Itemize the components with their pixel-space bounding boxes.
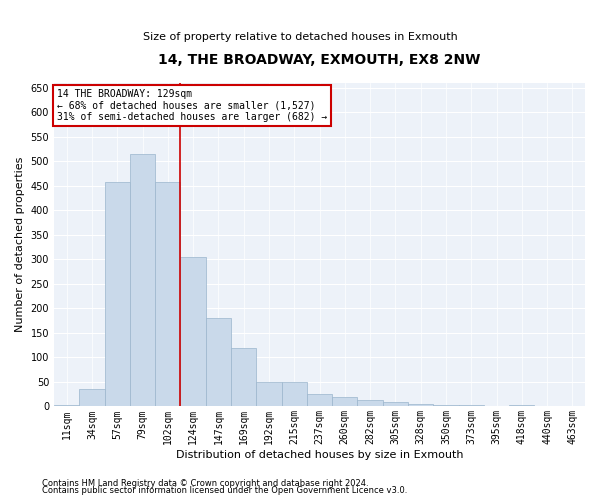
Title: 14, THE BROADWAY, EXMOUTH, EX8 2NW: 14, THE BROADWAY, EXMOUTH, EX8 2NW (158, 52, 481, 66)
Y-axis label: Number of detached properties: Number of detached properties (15, 157, 25, 332)
Bar (54, 405, 79, 406)
Bar (104, 182, 130, 406)
Bar (181, 257, 206, 406)
Bar (130, 154, 155, 406)
Bar (281, 382, 307, 406)
Bar (332, 396, 358, 406)
Text: Contains HM Land Registry data © Crown copyright and database right 2024.: Contains HM Land Registry data © Crown c… (42, 478, 368, 488)
Bar (509, 405, 535, 406)
Bar (155, 182, 181, 406)
Bar (408, 404, 433, 406)
Text: 14 THE BROADWAY: 129sqm
← 68% of detached houses are smaller (1,527)
31% of semi: 14 THE BROADWAY: 129sqm ← 68% of detache… (56, 89, 327, 122)
Text: Contains public sector information licensed under the Open Government Licence v3: Contains public sector information licen… (42, 486, 407, 495)
Text: Size of property relative to detached houses in Exmouth: Size of property relative to detached ho… (143, 32, 457, 42)
Bar (256, 382, 281, 406)
Bar (433, 405, 458, 406)
Bar (206, 318, 231, 406)
Bar (231, 348, 256, 406)
Bar (307, 394, 332, 406)
Bar (358, 400, 383, 406)
Bar (383, 402, 408, 406)
Bar (79, 390, 104, 406)
X-axis label: Distribution of detached houses by size in Exmouth: Distribution of detached houses by size … (176, 450, 463, 460)
